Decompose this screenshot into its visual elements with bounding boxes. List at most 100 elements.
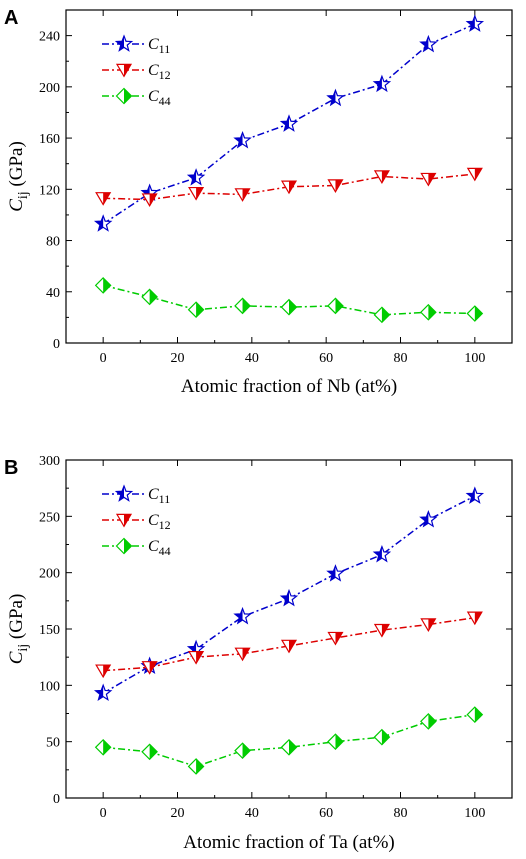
data-point-44 [187, 758, 205, 775]
data-point-44 [327, 297, 344, 315]
legend-marker-44 [115, 537, 133, 555]
data-point-11-fill [420, 511, 429, 527]
y-tick-label: 80 [46, 235, 60, 250]
data-point-11 [372, 74, 392, 93]
data-point-12 [327, 179, 344, 193]
data-point-12 [141, 193, 158, 208]
data-point-44 [94, 738, 112, 756]
data-point-11-fill [327, 90, 336, 105]
legend-entry-symbol: C [148, 512, 159, 529]
y-tick-label: 200 [39, 567, 60, 582]
legend-entry-symbol: C [148, 538, 159, 555]
data-point-11-fill [467, 488, 475, 503]
y-axis-label-symbol: C [6, 651, 27, 664]
data-point-44 [187, 301, 205, 319]
data-point-12-fill [149, 661, 157, 674]
x-tick-label: 0 [100, 806, 107, 821]
legend-marker-44-fill [124, 88, 132, 104]
data-point-12 [95, 664, 112, 679]
y-axis-label-unit: (GPa) [6, 594, 27, 644]
x-tick-label: 20 [171, 806, 185, 821]
data-point-12 [466, 611, 483, 626]
data-point-11-outline [372, 544, 392, 563]
series-44 [94, 706, 484, 775]
data-point-44-fill [196, 758, 204, 774]
legend-marker-11 [114, 34, 134, 52]
data-point-44-fill [196, 302, 204, 318]
data-point-11-fill [374, 546, 382, 562]
y-tick-label: 150 [39, 623, 60, 638]
data-point-11-fill [281, 590, 289, 606]
y-axis-label-subscript: ij [16, 191, 31, 199]
y-axis-label-subscript: ij [16, 644, 31, 652]
data-point-11-fill [95, 215, 104, 231]
data-point-12 [373, 170, 390, 184]
data-point-11 [372, 544, 392, 563]
legend-entry-subscript: 44 [159, 94, 171, 108]
data-point-44-fill [474, 306, 483, 322]
data-point-11-fill [327, 565, 336, 581]
data-point-12-fill [428, 173, 436, 186]
data-point-44-fill [381, 729, 390, 745]
data-point-44 [327, 733, 344, 751]
data-point-11 [419, 34, 438, 53]
x-tick-label: 60 [319, 806, 333, 821]
data-point-12-fill [428, 618, 436, 631]
data-point-44 [280, 738, 298, 756]
chart-0: A 0 20 40 60 80 100 0 40 80 120 160 200 240 Atomic fra… [4, 7, 513, 397]
data-point-12-fill [103, 192, 111, 205]
x-axis-label: Atomic fraction of Nb (at%) [181, 376, 397, 397]
x-tick-label: 40 [245, 806, 259, 821]
data-point-44-fill [149, 289, 158, 305]
legend-entry-subscript: 11 [159, 42, 171, 56]
data-point-12-fill [289, 640, 296, 653]
data-point-12-fill [242, 188, 250, 201]
data-point-12 [280, 639, 298, 654]
data-point-12 [420, 618, 437, 632]
series-44 [94, 277, 484, 324]
y-tick-label: 120 [39, 183, 60, 198]
x-tick-label: 60 [319, 351, 333, 366]
data-point-11 [93, 683, 113, 702]
data-point-44 [234, 297, 251, 315]
chart-1: B 0 20 40 60 80 100 0 50 100 150 200 250 300 Atomic fr… [4, 454, 513, 853]
legend-entry-subscript: 12 [159, 518, 171, 532]
y-tick-label: 40 [46, 286, 60, 301]
data-point-11 [233, 130, 252, 149]
data-point-44 [420, 303, 437, 321]
legend-entry-12: C12 [148, 62, 171, 82]
legend-marker-12 [115, 513, 133, 528]
data-point-44-fill [103, 739, 111, 755]
data-point-11 [279, 588, 299, 607]
data-point-11-fill [234, 132, 243, 148]
y-axis-label: Cij (GPa) [6, 141, 31, 212]
data-point-11-fill [281, 115, 289, 131]
y-tick-label: 300 [39, 454, 60, 469]
data-point-44-fill [335, 298, 343, 314]
y-tick-label: 240 [39, 30, 60, 45]
x-tick-label: 100 [464, 806, 485, 821]
legend-entry-subscript: 44 [159, 544, 171, 558]
series-12 [95, 611, 483, 679]
legend-marker-44-fill [124, 538, 132, 554]
data-point-11 [326, 88, 345, 107]
data-point-12-fill [381, 624, 389, 637]
data-point-12 [234, 647, 251, 662]
data-point-44 [373, 306, 391, 324]
series-12 [95, 167, 483, 208]
legend-entry-44: C44 [148, 88, 171, 108]
data-point-44-fill [242, 743, 251, 759]
y-axis-label: Cij (GPa) [6, 594, 31, 665]
y-tick-label: 250 [39, 510, 60, 525]
legend-marker-44 [115, 87, 133, 105]
y-tick-label: 50 [46, 736, 60, 751]
data-point-11-outline [93, 214, 113, 232]
data-point-44-fill [149, 744, 158, 760]
y-axis-label-symbol: C [6, 199, 27, 212]
data-point-11 [279, 114, 299, 132]
data-point-12 [466, 167, 483, 182]
y-tick-label: 0 [53, 337, 60, 352]
data-point-44-fill [381, 307, 390, 323]
